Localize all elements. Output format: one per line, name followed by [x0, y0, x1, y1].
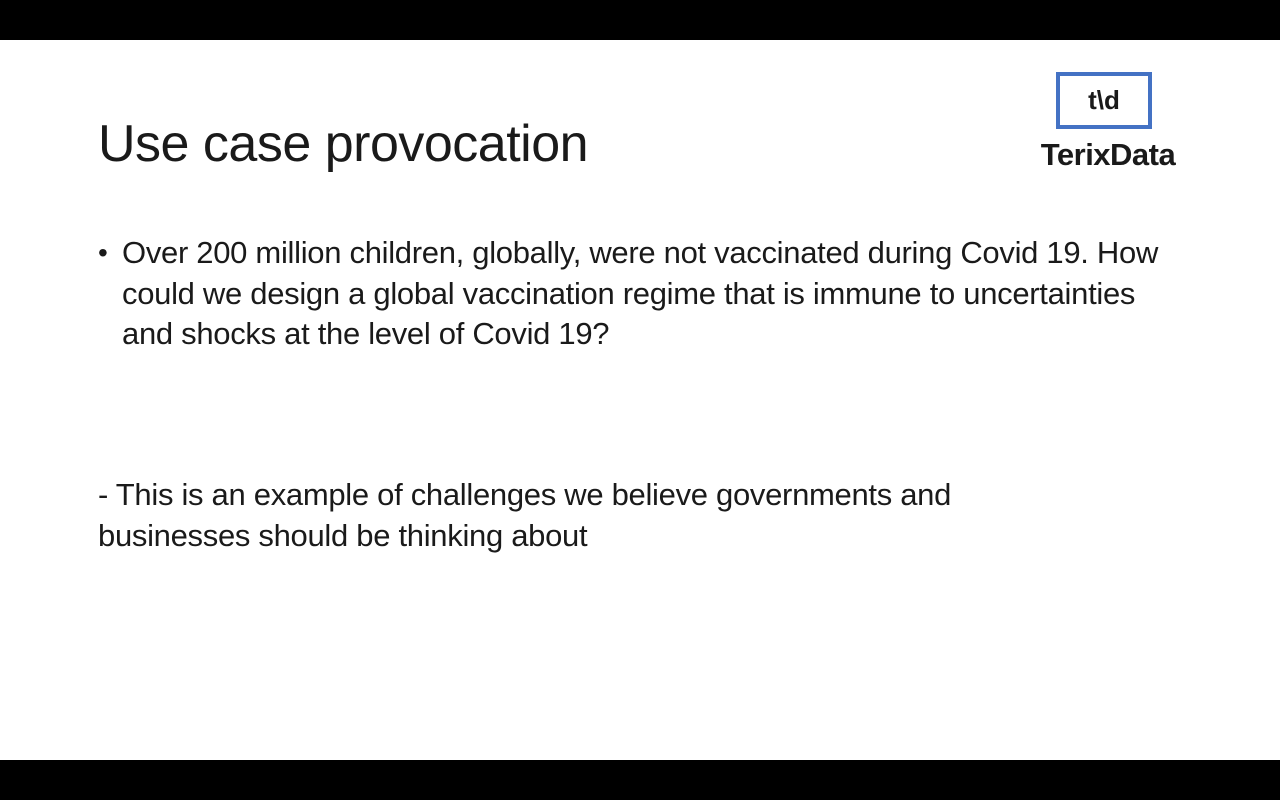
letterbox-bottom — [0, 760, 1280, 800]
logo-wordmark: TerixData — [1040, 137, 1176, 172]
bullet-list: • Over 200 million children, globally, w… — [98, 233, 1178, 355]
logo-box: t\d — [1056, 72, 1152, 129]
bullet-text: Over 200 million children, globally, wer… — [122, 235, 1159, 351]
bullet-marker: • — [98, 237, 108, 268]
bullet-item: • Over 200 million children, globally, w… — [98, 233, 1178, 355]
slide-note: - This is an example of challenges we be… — [98, 477, 952, 553]
letterbox-top — [0, 0, 1280, 40]
slide: Use case provocation t\d TerixData • Ove… — [0, 40, 1280, 760]
terixdata-logo: t\d TerixData — [1018, 72, 1198, 176]
slide-title: Use case provocation — [98, 115, 589, 173]
logo-mark: t\d — [1088, 85, 1120, 115]
